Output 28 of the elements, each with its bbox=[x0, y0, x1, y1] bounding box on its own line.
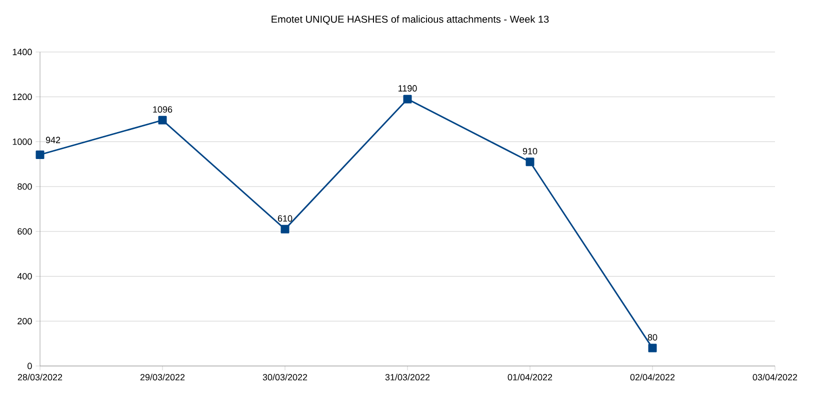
data-label: 80 bbox=[648, 334, 658, 341]
data-label: 610 bbox=[278, 215, 292, 222]
point bbox=[158, 116, 167, 124]
y-tick-label: 1400 bbox=[12, 48, 32, 56]
y-tick-label: 600 bbox=[18, 228, 32, 235]
x-tick-label: 28/03/2022 bbox=[18, 374, 62, 380]
point bbox=[403, 94, 412, 104]
y-tick-label: 200 bbox=[18, 318, 32, 324]
x-tick-label: 30/03/2022 bbox=[262, 374, 308, 380]
x-tick-label: 02/04/2022 bbox=[630, 374, 675, 380]
x-tick-label: 29/03/2022 bbox=[140, 374, 185, 380]
chart-title: Emotet UNIQUE HASHES of malicious attachments - Week 13 bbox=[272, 15, 549, 25]
point bbox=[280, 224, 290, 234]
data-label: 1096 bbox=[153, 106, 172, 113]
x-tick-label: 31/03/2022 bbox=[385, 374, 430, 380]
point bbox=[526, 158, 534, 166]
x-tick-label: 03/04/2022 bbox=[752, 374, 798, 380]
y-tick-label: 1000 bbox=[12, 138, 32, 145]
data-label: 942 bbox=[46, 136, 60, 144]
y-tick-label: 1200 bbox=[12, 94, 32, 100]
x-tick-label: 01/04/2022 bbox=[508, 374, 552, 380]
point bbox=[36, 150, 44, 159]
data-label: 910 bbox=[522, 148, 538, 154]
point bbox=[648, 344, 657, 352]
y-tick-label: 800 bbox=[18, 183, 32, 190]
y-tick-label: 0 bbox=[28, 362, 32, 370]
y-tick-label: 400 bbox=[17, 273, 32, 280]
data-label: 1190 bbox=[398, 85, 417, 92]
